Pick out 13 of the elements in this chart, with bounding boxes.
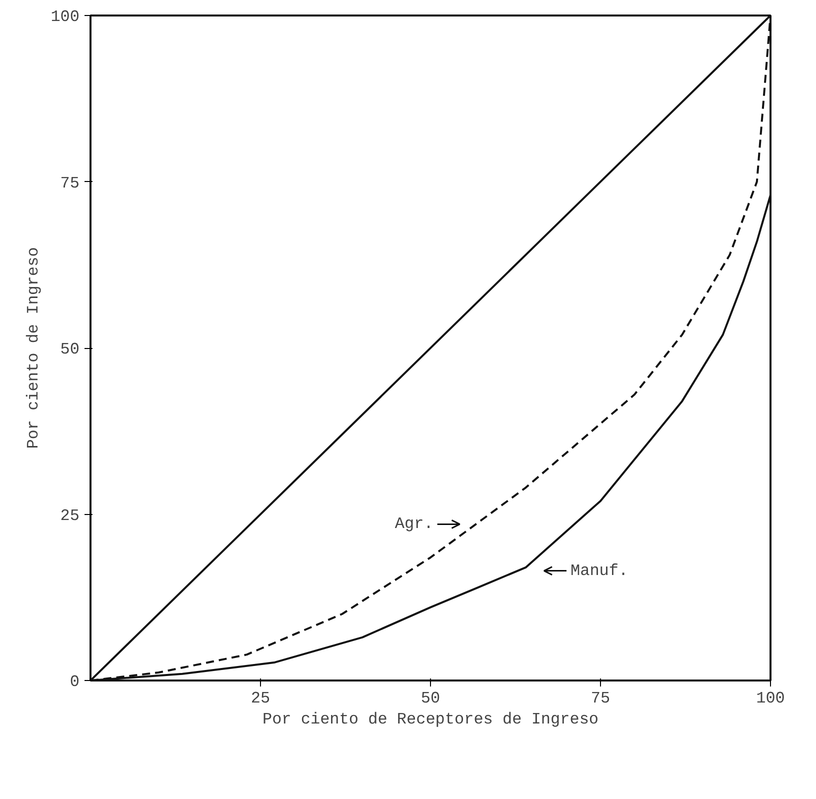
annotation: Manuf. bbox=[570, 562, 628, 580]
y-tick-label: 75 bbox=[60, 174, 80, 192]
x-tick-label: 100 bbox=[756, 690, 785, 708]
y-tick-label: 50 bbox=[60, 340, 80, 358]
x-tick-label: 75 bbox=[590, 690, 610, 708]
x-axis-title: Por ciento de Receptores de Ingreso bbox=[262, 710, 599, 728]
x-tick-label: 25 bbox=[250, 690, 270, 708]
y-tick-label: 100 bbox=[50, 8, 80, 26]
y-tick-label: 0 bbox=[70, 673, 80, 691]
y-axis-title: Por ciento de Ingreso bbox=[24, 247, 43, 449]
x-tick-label: 50 bbox=[420, 690, 440, 708]
y-tick-label: 25 bbox=[60, 506, 80, 525]
annotation: Agr. bbox=[394, 515, 434, 534]
